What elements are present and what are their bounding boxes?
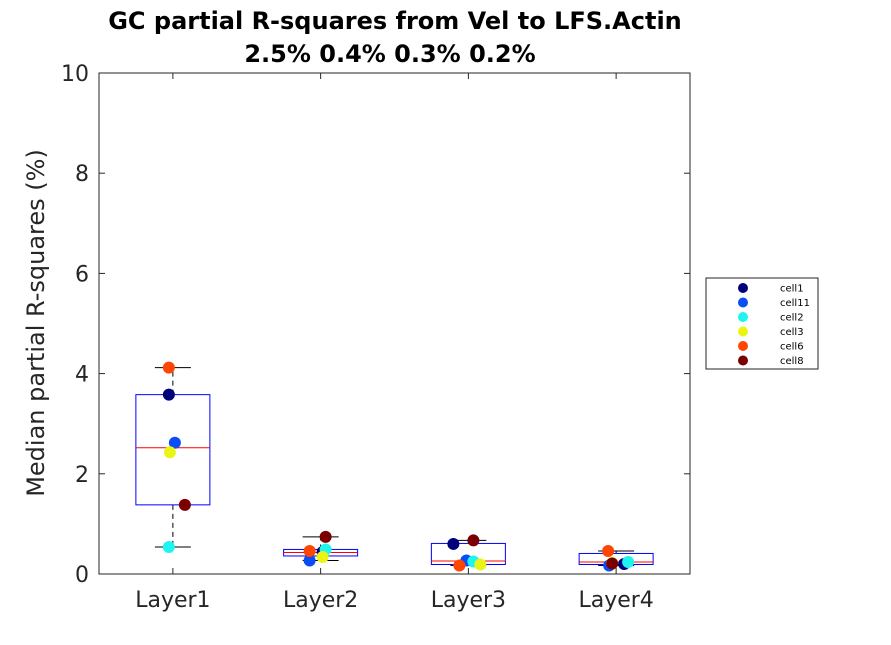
legend-marker-cell11 (738, 297, 748, 308)
y-tick-label: 4 (75, 363, 89, 388)
legend-label-cell3: cell3 (780, 327, 804, 338)
chart-title: GC partial R-squares from Vel to LFS.Act… (108, 7, 682, 35)
dot-cell8 (606, 557, 619, 570)
dot-cell8 (467, 534, 480, 547)
dot-cell3 (316, 550, 329, 563)
dot-cell1 (162, 388, 175, 401)
legend (705, 277, 819, 370)
legend-label-cell11: cell11 (780, 298, 810, 309)
legend-label-cell6: cell6 (780, 342, 804, 353)
plot-area (98, 72, 691, 575)
legend-label-cell8: cell8 (780, 356, 804, 367)
y-tick-label: 0 (75, 563, 89, 588)
y-tick-label: 2 (75, 463, 89, 488)
legend-marker-cell1 (738, 283, 748, 293)
dot-cell3 (474, 558, 487, 571)
dot-cell6 (453, 559, 466, 572)
dot-cell11 (168, 436, 181, 449)
dot-cell1 (447, 537, 460, 550)
x-tick-label: Layer2 (283, 588, 358, 613)
dot-cell8 (319, 530, 332, 543)
legend-label-cell2: cell2 (780, 313, 804, 324)
y-axis-label: Median partial R-squares (%) (22, 149, 50, 497)
dot-cell6 (162, 361, 175, 374)
x-tick-label: Layer1 (135, 588, 210, 613)
legend-marker-cell8 (738, 355, 748, 366)
legend-marker-cell3 (738, 326, 748, 337)
dot-cell11 (303, 554, 316, 567)
legend-marker-cell6 (738, 341, 748, 351)
legend-label-cell1: cell1 (780, 284, 804, 295)
dot-cell6 (602, 544, 615, 557)
x-tick-label: Layer3 (431, 588, 506, 613)
y-tick-label: 6 (75, 262, 89, 287)
dot-cell6 (303, 544, 316, 557)
dot-cell3 (163, 446, 176, 459)
dot-cell8 (178, 498, 191, 511)
dot-cell2 (162, 540, 175, 553)
x-tick-label: Layer4 (578, 588, 653, 613)
dot-cell2 (622, 555, 635, 568)
legend-marker-cell2 (738, 312, 748, 322)
y-tick-label: 10 (61, 62, 89, 87)
y-tick-label: 8 (75, 162, 89, 187)
chart-subtitle: 2.5% 0.4% 0.3% 0.2% (244, 40, 535, 68)
